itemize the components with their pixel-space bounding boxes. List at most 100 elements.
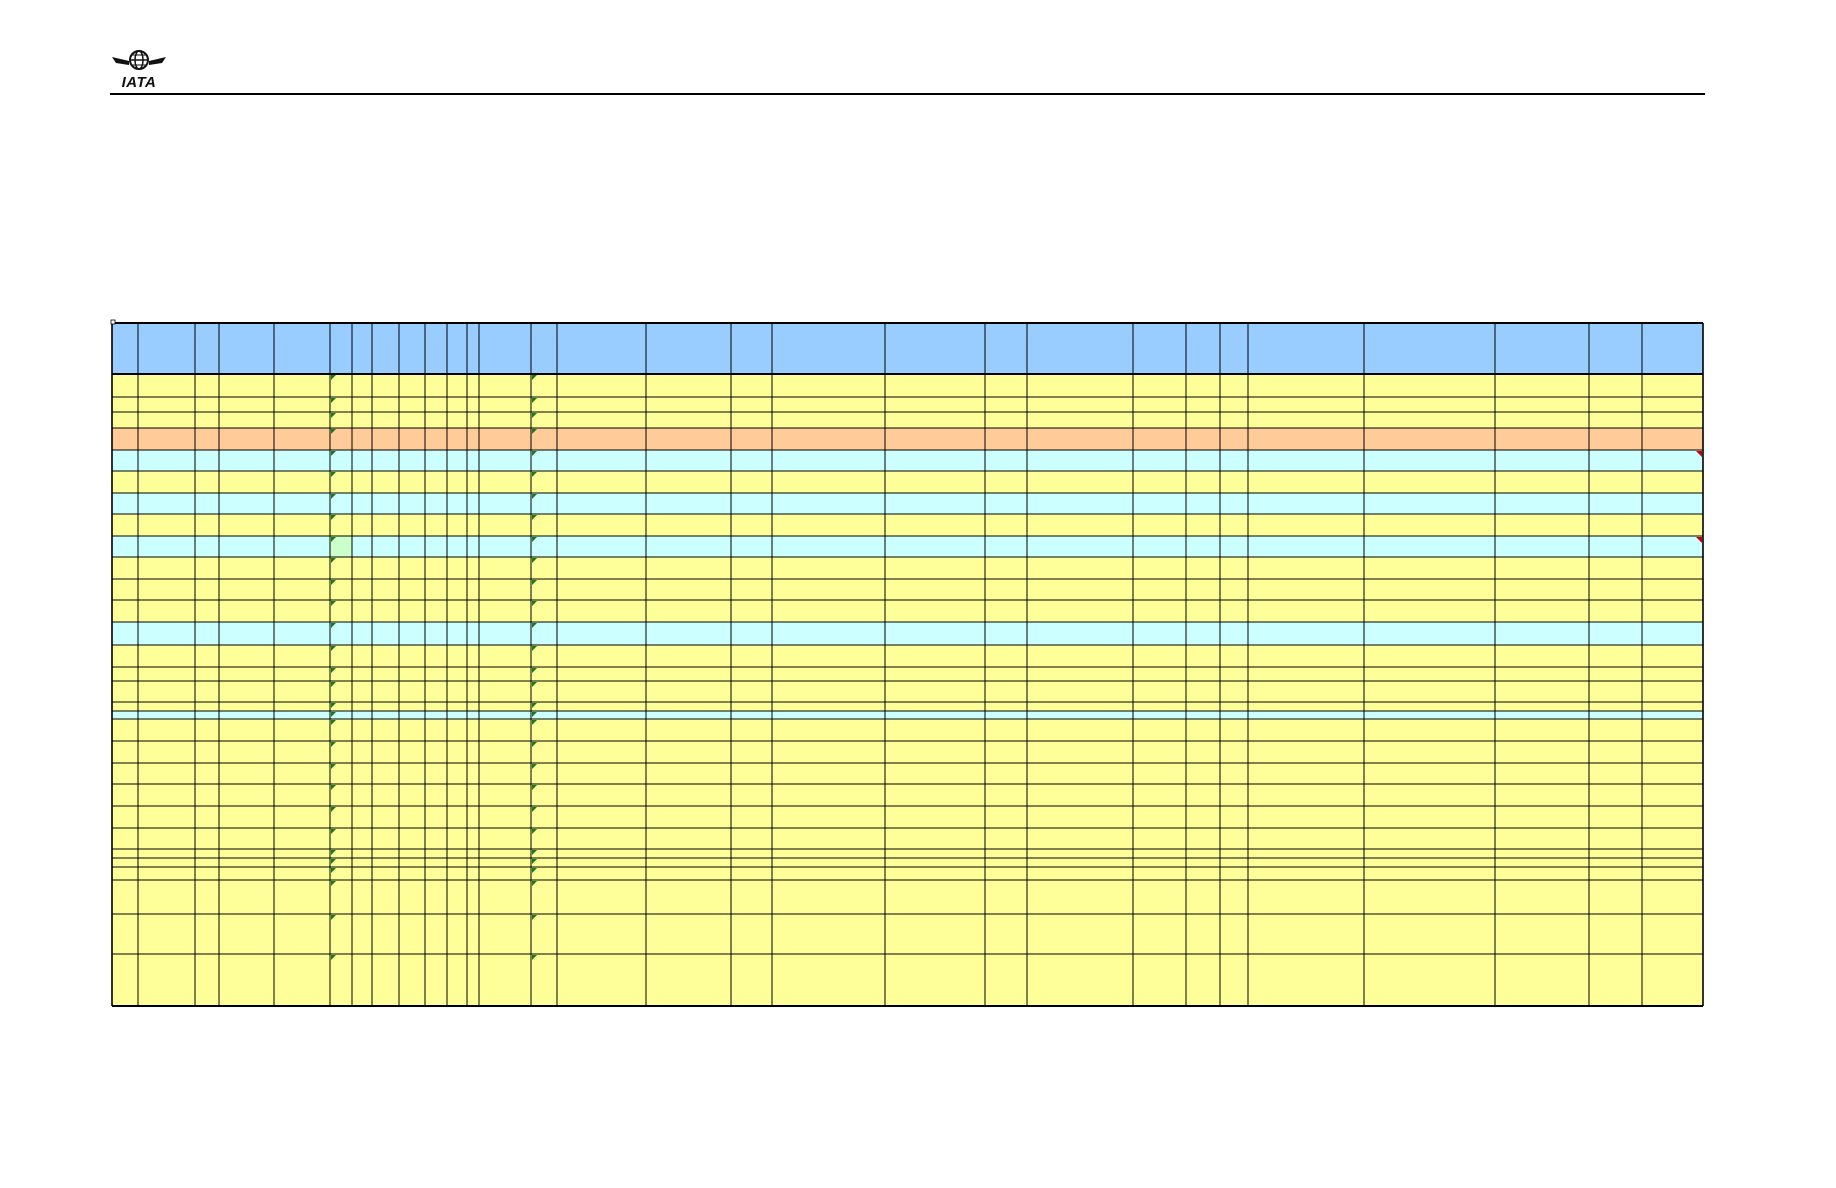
cell-note-marker[interactable] bbox=[532, 601, 537, 606]
cell-note-marker[interactable] bbox=[331, 785, 336, 790]
table-row bbox=[112, 954, 1703, 1006]
cell-note-marker[interactable] bbox=[532, 742, 537, 747]
table-row bbox=[112, 741, 1703, 763]
table-row bbox=[112, 702, 1703, 711]
table-row bbox=[112, 645, 1703, 667]
table-row bbox=[112, 719, 1703, 741]
cell-note-marker[interactable] bbox=[331, 868, 336, 873]
table-row bbox=[112, 914, 1703, 954]
cell-note-marker[interactable] bbox=[331, 537, 336, 542]
cell-note-marker[interactable] bbox=[331, 494, 336, 499]
cell-note-marker[interactable] bbox=[331, 601, 336, 606]
iata-globe-wings-icon bbox=[112, 50, 166, 70]
table-row bbox=[112, 858, 1703, 867]
table-row bbox=[112, 763, 1703, 784]
cell-note-marker[interactable] bbox=[331, 580, 336, 585]
cell-note-marker[interactable] bbox=[532, 682, 537, 687]
table-row bbox=[112, 397, 1703, 412]
cell-note-marker[interactable] bbox=[532, 668, 537, 673]
cell-note-marker[interactable] bbox=[331, 850, 336, 855]
cell-comment-marker[interactable] bbox=[1696, 537, 1702, 543]
table-row bbox=[112, 412, 1703, 428]
cell-note-marker[interactable] bbox=[331, 703, 336, 708]
cell-note-marker[interactable] bbox=[331, 451, 336, 456]
table-row bbox=[112, 557, 1703, 579]
cell-note-marker[interactable] bbox=[532, 829, 537, 834]
cell-note-marker[interactable] bbox=[532, 515, 537, 520]
cell-note-marker[interactable] bbox=[331, 742, 336, 747]
table-row bbox=[112, 622, 1703, 645]
header-rule bbox=[110, 93, 1705, 95]
table-row bbox=[112, 514, 1703, 536]
table-row bbox=[112, 374, 1703, 397]
cell-note-marker[interactable] bbox=[532, 413, 537, 418]
cell-note-marker[interactable] bbox=[532, 429, 537, 434]
cell-note-marker[interactable] bbox=[532, 623, 537, 628]
table-row bbox=[112, 471, 1703, 493]
cell-note-marker[interactable] bbox=[331, 859, 336, 864]
table-row bbox=[112, 806, 1703, 828]
table-header-row bbox=[112, 323, 1703, 374]
cell-note-marker[interactable] bbox=[331, 668, 336, 673]
table-row bbox=[112, 828, 1703, 849]
table-row bbox=[112, 784, 1703, 806]
cell-note-marker[interactable] bbox=[331, 829, 336, 834]
cell-note-marker[interactable] bbox=[331, 646, 336, 651]
cell-note-marker[interactable] bbox=[331, 881, 336, 886]
cell-note-marker[interactable] bbox=[331, 807, 336, 812]
cell-note-marker[interactable] bbox=[331, 720, 336, 725]
cell-note-marker[interactable] bbox=[331, 764, 336, 769]
cell-note-marker[interactable] bbox=[532, 807, 537, 812]
cell-note-marker[interactable] bbox=[331, 915, 336, 920]
cell-note-marker[interactable] bbox=[532, 580, 537, 585]
cell-note-marker[interactable] bbox=[532, 472, 537, 477]
cell-note-marker[interactable] bbox=[532, 850, 537, 855]
cell-note-marker[interactable] bbox=[331, 682, 336, 687]
table-row bbox=[112, 867, 1703, 880]
table-row bbox=[112, 849, 1703, 858]
corner-handle bbox=[110, 319, 116, 325]
cell-note-marker[interactable] bbox=[532, 558, 537, 563]
cell-note-marker[interactable] bbox=[532, 720, 537, 725]
table-row bbox=[112, 450, 1703, 471]
cell-note-marker[interactable] bbox=[532, 859, 537, 864]
cell-note-marker[interactable] bbox=[331, 558, 336, 563]
cell-note-marker[interactable] bbox=[532, 868, 537, 873]
cell-note-marker[interactable] bbox=[331, 623, 336, 628]
logo-text: IATA bbox=[121, 74, 157, 91]
cell-note-marker[interactable] bbox=[331, 398, 336, 403]
cell-note-marker[interactable] bbox=[532, 375, 537, 380]
iata-logo: IATA bbox=[110, 49, 168, 91]
cell-note-marker[interactable] bbox=[331, 472, 336, 477]
table-row bbox=[112, 880, 1703, 914]
cell-note-marker[interactable] bbox=[331, 712, 336, 717]
cell-note-marker[interactable] bbox=[532, 646, 537, 651]
table-row bbox=[112, 600, 1703, 622]
cell-note-marker[interactable] bbox=[331, 375, 336, 380]
table-row bbox=[112, 493, 1703, 514]
cell-note-marker[interactable] bbox=[331, 413, 336, 418]
table-row bbox=[112, 667, 1703, 681]
cell-note-marker[interactable] bbox=[532, 703, 537, 708]
cell-note-marker[interactable] bbox=[532, 451, 537, 456]
cell-note-marker[interactable] bbox=[532, 785, 537, 790]
cell-note-marker[interactable] bbox=[331, 429, 336, 434]
cell-note-marker[interactable] bbox=[331, 515, 336, 520]
table-row bbox=[112, 681, 1703, 702]
cell-note-marker[interactable] bbox=[532, 537, 537, 542]
table-row bbox=[112, 428, 1703, 450]
cell-comment-marker[interactable] bbox=[1696, 451, 1702, 457]
cell-note-marker[interactable] bbox=[532, 915, 537, 920]
table-row bbox=[112, 711, 1703, 719]
cell-note-marker[interactable] bbox=[532, 494, 537, 499]
cell-note-marker[interactable] bbox=[532, 881, 537, 886]
cell-note-marker[interactable] bbox=[532, 955, 537, 960]
table-row bbox=[112, 536, 1703, 557]
cell-note-marker[interactable] bbox=[331, 955, 336, 960]
cell-note-marker[interactable] bbox=[532, 764, 537, 769]
table-row bbox=[112, 579, 1703, 600]
cell-note-marker[interactable] bbox=[532, 398, 537, 403]
highlighted-cell bbox=[330, 536, 352, 557]
cell-note-marker[interactable] bbox=[532, 712, 537, 717]
